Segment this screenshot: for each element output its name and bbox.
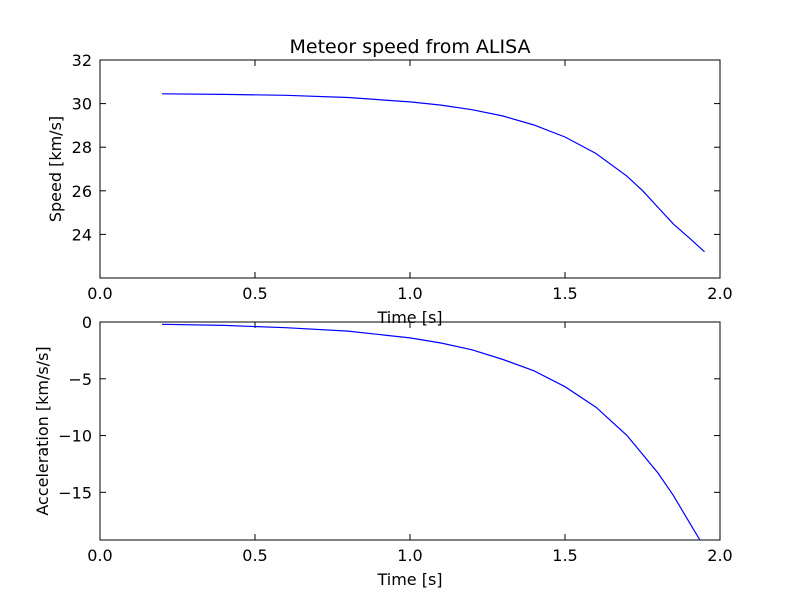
plot-frame xyxy=(99,59,721,279)
x-tick-label: 2.0 xyxy=(707,284,732,303)
y-axis-label: Acceleration [km/s/s] xyxy=(33,346,52,515)
y-tick-label: 32 xyxy=(72,51,92,70)
x-tick-label: 0.0 xyxy=(87,546,112,565)
x-tick-label: 1.5 xyxy=(552,546,577,565)
x-tick-label: 0.5 xyxy=(242,546,267,565)
x-tick-label: 1.5 xyxy=(552,284,577,303)
tick-group: 0.0 0.5 1.0 1.5 2.0 24 26 28 30 32 xyxy=(72,51,733,303)
x-tick-label: 0.0 xyxy=(87,284,112,303)
x-tick-label: 1.0 xyxy=(397,546,422,565)
x-axis-label: Time [s] xyxy=(376,570,442,589)
plot-frame xyxy=(99,321,721,541)
y-tick-label: −10 xyxy=(58,427,92,446)
y-axis-label: Speed [km/s] xyxy=(46,116,65,222)
tick-group: 0.0 0.5 1.0 1.5 2.0 0 −5 −10 −15 xyxy=(58,313,732,565)
x-tick-label: 0.5 xyxy=(242,284,267,303)
x-tick-label: 2.0 xyxy=(707,546,732,565)
y-tick-label: 0 xyxy=(82,313,92,332)
y-tick-label: 28 xyxy=(72,138,92,157)
speed-series-line xyxy=(161,93,705,253)
y-tick-label: −15 xyxy=(58,483,92,502)
chart-title: Meteor speed from ALISA xyxy=(290,36,531,58)
acceleration-chart: 0.0 0.5 1.0 1.5 2.0 0 −5 −10 −15 Time [s] Accele… xyxy=(33,313,733,589)
y-tick-label: 24 xyxy=(72,225,92,244)
y-tick-label: 30 xyxy=(72,95,92,114)
acceleration-series-line xyxy=(161,323,701,541)
x-tick-label: 1.0 xyxy=(397,284,422,303)
speed-chart: Meteor speed from ALISA 0.0 0.5 1.0 1.5 2.0 2… xyxy=(46,36,733,327)
y-tick-label: 26 xyxy=(72,182,92,201)
y-tick-label: −5 xyxy=(68,370,92,389)
